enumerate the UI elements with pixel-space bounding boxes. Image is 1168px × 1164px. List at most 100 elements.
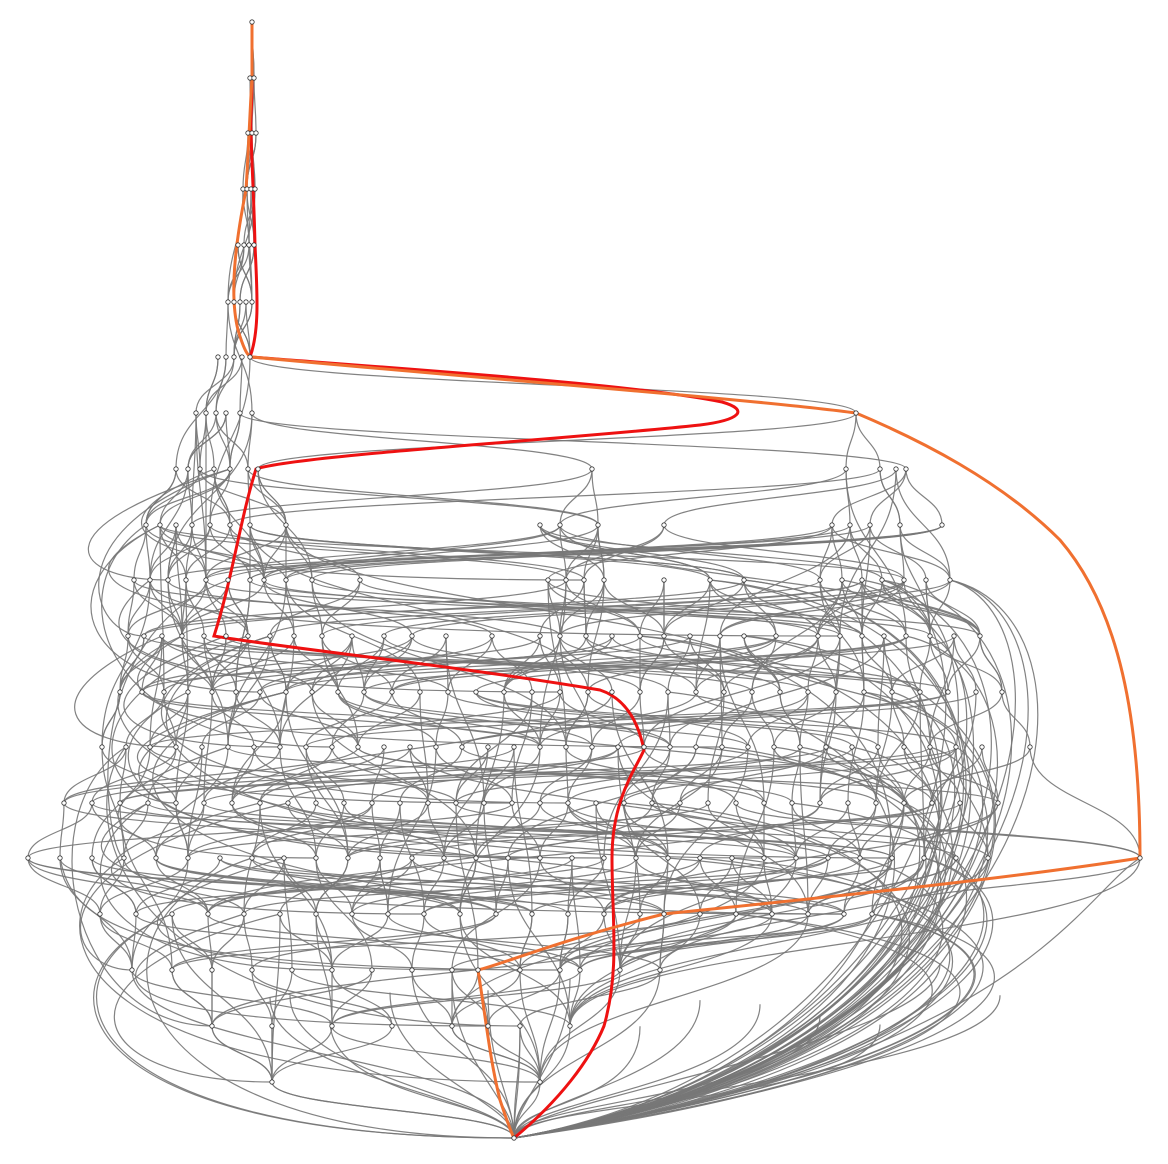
graph-edge [513, 579, 975, 1139]
graph-edge [519, 913, 533, 971]
graph-edge [257, 412, 857, 470]
graph-edge [251, 412, 593, 470]
graph-node [897, 522, 903, 528]
graph-edge [699, 802, 821, 859]
graph-node [99, 744, 105, 750]
graph-node [203, 577, 209, 583]
graph-edge [891, 802, 905, 859]
graph-edge [513, 635, 891, 1139]
graph-edge [565, 746, 737, 804]
graph-edge [59, 857, 245, 915]
graph-node [621, 800, 627, 806]
graph-node [833, 689, 839, 695]
graph-node [243, 299, 249, 305]
graph-node [777, 689, 783, 695]
graph-node [227, 522, 233, 528]
graph-edge [559, 579, 905, 637]
graph-edge [131, 913, 137, 971]
graph-edge [569, 913, 701, 1027]
graph-node [153, 855, 159, 861]
graph-edge [175, 356, 227, 470]
graph-edge [591, 468, 599, 526]
graph-node [869, 911, 875, 917]
graph-node [901, 800, 907, 806]
graph-edge [63, 746, 515, 804]
graph-node [563, 577, 569, 583]
graph-edge [881, 579, 931, 637]
graph-node [251, 75, 257, 81]
graph-edge [229, 524, 361, 581]
graph-node [609, 689, 615, 695]
graph-edge [331, 969, 373, 1027]
graph-node [837, 633, 843, 639]
graph-node [601, 855, 607, 861]
graph-edge [979, 635, 1003, 693]
graph-node [283, 522, 289, 528]
graph-node [277, 911, 283, 917]
graph-edge [211, 1025, 273, 1083]
graph-edge [106, 746, 521, 1027]
graph-node [235, 242, 241, 248]
graph-edge [695, 635, 721, 693]
graph-edge [135, 913, 489, 1027]
graph-node [261, 577, 267, 583]
graph-node [845, 800, 851, 806]
graph-node [211, 466, 217, 472]
graph-edge [565, 691, 589, 748]
graph-edge [513, 913, 975, 1139]
graph-node [875, 744, 881, 750]
graph-node [409, 855, 415, 861]
graph-edge [513, 1021, 521, 1139]
graph-node [557, 689, 563, 695]
graph-node [257, 800, 263, 806]
graph-edge [519, 1025, 541, 1083]
graph-node [511, 1135, 517, 1141]
graph-node [233, 689, 239, 695]
graph-node [245, 466, 251, 472]
graph-node [841, 911, 847, 917]
graph-node [397, 800, 403, 806]
graph-node [979, 744, 985, 750]
graph-edge [91, 802, 157, 859]
graph-node [207, 522, 213, 528]
graph-node [485, 1023, 491, 1029]
graph-edge [461, 691, 921, 748]
graph-edge [791, 802, 797, 859]
graph-edge [315, 802, 829, 859]
graph-edge [227, 244, 250, 303]
graph-node [231, 299, 237, 305]
graph-node [252, 186, 258, 192]
graph-edge [567, 802, 637, 859]
graph-node [817, 800, 823, 806]
graph-edge [160, 635, 569, 804]
graph-edge [539, 857, 605, 915]
graph-edge [141, 635, 163, 693]
graph-edge [635, 857, 773, 915]
graph-node [927, 744, 933, 750]
graph-edge [587, 579, 605, 693]
graph-node [481, 800, 487, 806]
graph-edge [819, 524, 871, 581]
graph-edge [835, 635, 841, 693]
graph-node [839, 577, 845, 583]
graph-edge [825, 746, 905, 804]
graph-node [441, 855, 447, 861]
graph-node [161, 689, 167, 695]
graph-edge [145, 524, 287, 581]
graph-node [927, 633, 933, 639]
graph-edge [511, 691, 533, 804]
graph-node [255, 466, 261, 472]
graph-edge [243, 857, 285, 915]
graph-edge [1029, 746, 1141, 859]
graph-edge [929, 579, 951, 637]
graph-node [973, 689, 979, 695]
graph-node [733, 911, 739, 917]
graph-edge [877, 635, 885, 748]
graph-node [285, 800, 291, 806]
graph-node [667, 744, 673, 750]
graph-edge [447, 691, 853, 748]
graph-node [985, 855, 991, 861]
graph-edge [239, 412, 907, 470]
graph-edge [773, 691, 837, 748]
graph-node [537, 522, 543, 528]
